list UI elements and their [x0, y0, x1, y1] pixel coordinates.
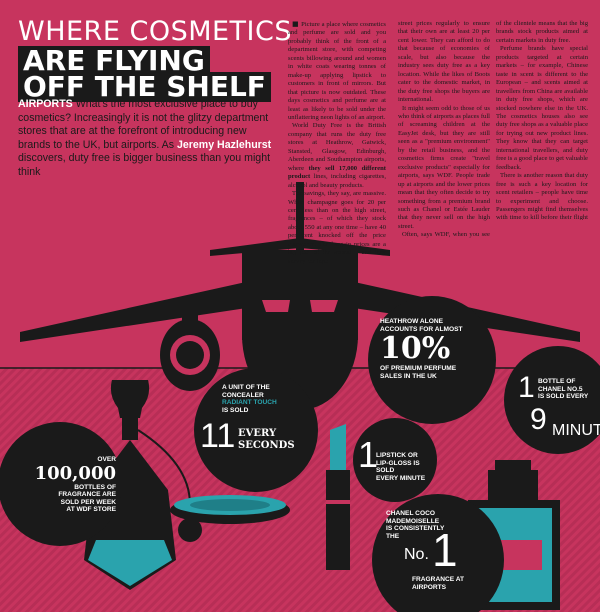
coco-line-5: FRAGRANCE AT [412, 576, 465, 583]
coco-stat: CHANEL COCO MADEMOISELLE IS CONSISTENTLY… [386, 510, 466, 540]
heathrow-line-4: SALES IN THE UK [380, 372, 437, 380]
chanel5-minutes-number: 9 [530, 403, 547, 436]
body-paragraph: ■ Picture a place where cosmetics and pe… [288, 20, 386, 121]
body-paragraph: It might seem odd to those of us who thi… [398, 104, 490, 230]
section-kicker: AIRPORTS [18, 98, 73, 110]
body-paragraph: World Duty Free is the British company t… [288, 122, 386, 189]
lipstick-number: 1 [358, 434, 379, 475]
heathrow-stat: HEATHROW ALONE ACCOUNTS FOR ALMOST 10% O… [380, 318, 484, 380]
chanel5-stat: BOTTLE OF CHANEL NO.5 IS SOLD EVERY [538, 378, 598, 401]
heathrow-line-3: OF PREMIUM PERFUME [380, 365, 457, 372]
body-column-1: ■ Picture a place where cosmetics and pe… [288, 20, 386, 290]
body-paragraph: of the clientele means that the big bran… [496, 20, 588, 44]
chanel5-number: 1 [518, 371, 535, 404]
body-paragraph: Perfume brands have special products tar… [496, 45, 588, 171]
lipstick-line-2: LIP-GLOSS IS SOLD [376, 459, 420, 475]
lipstick-stat: LIPSTICK OR LIP-GLOSS IS SOLD EVERY MINU… [376, 452, 436, 482]
chanel5-line-1: BOTTLE OF [538, 378, 576, 385]
bottles-over: OVER [97, 456, 116, 463]
coco-line-4: THE [386, 532, 400, 540]
concealer-line-4: IS SOLD [222, 406, 249, 414]
concealer-number: 11 [200, 417, 236, 455]
bottles-line-4: AT WDF STORE [66, 506, 116, 513]
headline-line-2: ARE FLYING [18, 46, 210, 76]
coco-footer: FRAGRANCE AT AIRPORTS [412, 576, 482, 591]
bottles-number: 100,000 [34, 462, 116, 484]
body-column-2: street prices regularly to ensure that t… [398, 20, 490, 240]
coco-no-label: No. [404, 546, 429, 563]
chanel5-line-2: CHANEL NO.5 [538, 385, 583, 393]
lipstick-line-3: EVERY MINUTE [376, 474, 426, 482]
lipstick-icon [326, 424, 350, 570]
lipstick-stat-circle [353, 418, 437, 502]
coco-line-1: CHANEL COCO [386, 510, 435, 517]
chanel5-line-3: IS SOLD EVERY [538, 393, 589, 400]
concealer-every: EVERY SECONDS [238, 428, 295, 452]
body-paragraph: The savings, they say, are massive. Whil… [288, 190, 386, 265]
bottles-stat-circle [0, 422, 122, 546]
lipstick-line-1: LIPSTICK OR [376, 452, 418, 459]
concealer-line-1: A UNIT OF THE [222, 384, 270, 391]
body-paragraph: There is another reason that duty free i… [496, 172, 588, 220]
concealer-line-2: CONCEALER [222, 391, 264, 399]
heathrow-line-2: ACCOUNTS FOR ALMOST [380, 325, 463, 333]
concealer-every-label: EVERY [238, 428, 277, 439]
body-column-3: of the clientele means that the big bran… [496, 20, 588, 220]
heathrow-percent: 10% [380, 331, 451, 366]
heathrow-stat-circle [368, 296, 496, 424]
concealer-seconds-label: SECONDS [238, 440, 295, 451]
standfirst-text-2: discovers, duty free is bigger business … [18, 152, 271, 178]
compact-mirror-icon [170, 495, 290, 524]
coco-line-2: MADEMOISELLE [386, 517, 440, 525]
coco-line-6: AIRPORTS [412, 583, 447, 591]
chanel5-stat-circle [504, 346, 600, 454]
body-paragraph: street prices regularly to ensure that t… [398, 20, 490, 104]
coco-number: 1 [432, 524, 458, 576]
bottles-line-2: FRAGRANCE ARE [58, 491, 116, 498]
concealer-product: RADIANT TOUCH [222, 399, 277, 406]
headline-line-3: OFF THE SHELF [18, 72, 271, 102]
concealer-stat-circle [194, 368, 318, 492]
body-paragraph: Often, says WDF, when you see adverts in… [398, 231, 490, 240]
concealer-stat: A UNIT OF THE CONCEALER RADIANT TOUCH IS… [222, 384, 302, 414]
standfirst: AIRPORTS What's the most exclusive place… [18, 98, 276, 179]
bottles-stat: OVER 100,000 BOTTLES OF FRAGRANCE ARE SO… [6, 456, 116, 514]
coco-stat-circle [372, 494, 504, 612]
headline-line-1: WHERE COSMETICS [18, 16, 293, 47]
chanel5-minutes: MINUTES [552, 422, 600, 439]
standfirst-text-1: What's the most exclusive place to buy c… [18, 98, 269, 151]
bottles-line-3: SOLD PER WEEK [60, 498, 116, 506]
coco-line-3: IS CONSISTENTLY [386, 525, 445, 532]
bottles-line-1: BOTTLES OF [74, 483, 116, 491]
heathrow-line-1: HEATHROW ALONE [380, 318, 444, 325]
author-name: Jeremy Hazlehurst [177, 138, 272, 151]
